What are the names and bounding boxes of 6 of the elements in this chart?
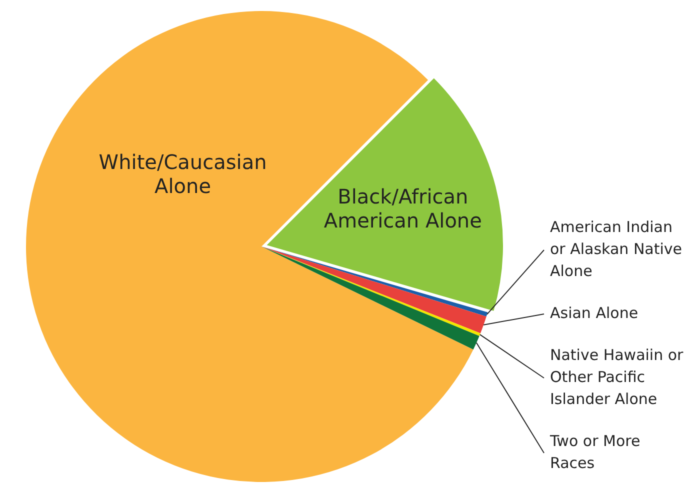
slice-label: White/Caucasian Alone (98, 150, 267, 198)
slice-label: Black/African American Alone (324, 184, 482, 232)
slice-label: American Indian or Alaskan Native Alone (550, 218, 682, 280)
slice-label: Native Hawaiin or Other Pacific Islander Alone (550, 346, 684, 408)
slice-label: Two or More Races (549, 432, 640, 472)
slice-label: Asian Alone (550, 304, 638, 322)
